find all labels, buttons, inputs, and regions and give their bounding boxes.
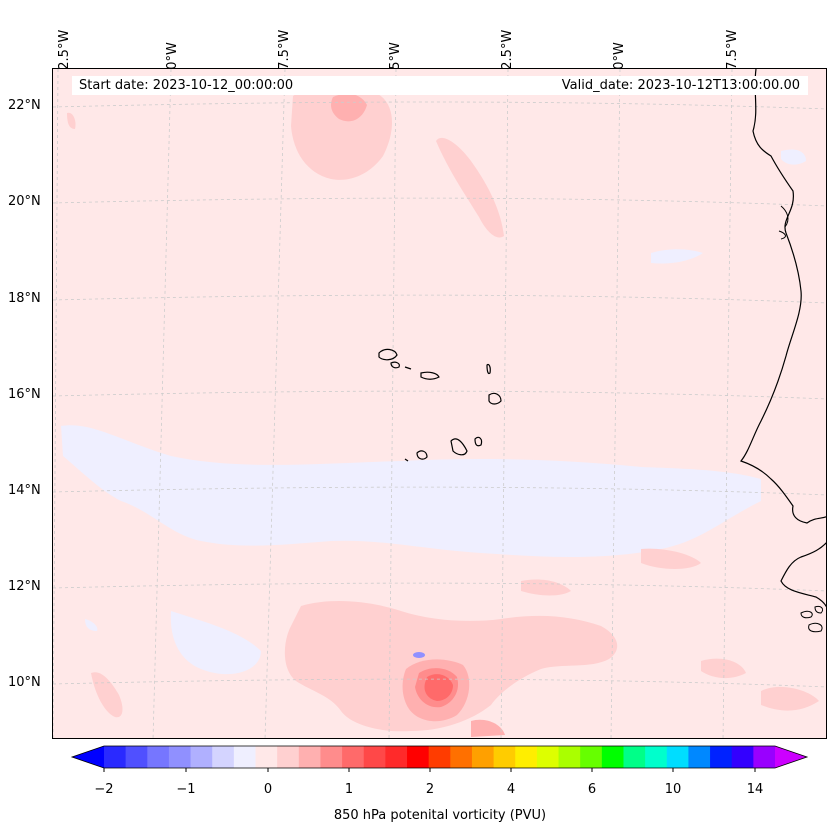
colorbar-segment <box>407 746 430 768</box>
colorbar-segment <box>450 746 473 768</box>
colorbar-tick-label: 6 <box>587 782 597 797</box>
bay-inlet <box>778 205 789 240</box>
colorbar-segment <box>125 746 148 768</box>
africa-coastline <box>739 69 826 524</box>
colorbar <box>70 745 809 772</box>
lat-label-12n: 12°N <box>8 579 41 594</box>
lat-label-18n: 18°N <box>8 291 41 306</box>
negative-pv-regions <box>61 149 806 675</box>
colorbar-segment <box>104 746 127 768</box>
colorbar-tick-label: −2 <box>94 782 114 797</box>
colorbar-segment <box>385 746 408 768</box>
graticule <box>53 69 826 738</box>
colorbar-segment <box>168 746 192 768</box>
colorbar-segment <box>666 746 689 768</box>
lat-label-16n: 16°N <box>8 387 41 402</box>
colorbar-segment <box>623 746 646 768</box>
colorbar-tick-label: 4 <box>506 782 516 797</box>
colorbar-segment <box>558 746 581 768</box>
colorbar-segment <box>342 746 365 768</box>
colorbar-segment <box>471 746 495 768</box>
colorbar-extend-max <box>775 746 807 768</box>
colorbar-segment <box>580 746 603 768</box>
bijagos-islands <box>800 606 824 633</box>
valid-date-label: Valid_date: 2023-10-12T13:00:00.00 <box>561 78 800 93</box>
colorbar-segments <box>70 745 809 769</box>
negative-pv-small-spot <box>413 652 425 658</box>
lat-label-20n: 20°N <box>8 194 41 209</box>
colorbar-extend-min <box>72 746 104 768</box>
colorbar-segment <box>233 746 257 768</box>
positive-pv-regions-core <box>424 674 453 701</box>
colorbar-segment <box>645 746 668 768</box>
cape-verde-islands <box>378 348 502 462</box>
colorbar-title: 850 hPa potenital vorticity (PVU) <box>333 808 547 823</box>
colorbar-segment <box>277 746 300 768</box>
colorbar-segment <box>212 746 235 768</box>
colorbar-segment <box>147 746 170 768</box>
colorbar-segment <box>428 746 451 768</box>
colorbar-segment <box>731 746 754 768</box>
colorbar-segment <box>601 746 624 768</box>
africa-coastline-south <box>780 542 826 608</box>
colorbar-segment <box>688 746 711 768</box>
colorbar-segment <box>710 746 733 768</box>
header-text-box <box>72 76 808 95</box>
positive-pv-regions-light <box>67 86 819 732</box>
colorbar-tick-label: −1 <box>176 782 196 797</box>
colorbar-tick-label: 0 <box>263 782 273 797</box>
colorbar-tick-marks <box>103 768 756 772</box>
start-date-label: Start date: 2023-10-12_00:00:00 <box>79 78 294 93</box>
colorbar-segment <box>255 746 278 768</box>
colorbar-tick-label: 14 <box>746 782 764 797</box>
colorbar-segment <box>320 746 343 768</box>
colorbar-tick-label: 1 <box>344 782 354 797</box>
lat-label-22n: 22°N <box>8 98 41 113</box>
map-area[interactable] <box>52 68 827 739</box>
colorbar-tick-label: 2 <box>425 782 435 797</box>
lat-label-14n: 14°N <box>8 483 41 498</box>
colorbar-segment <box>190 746 213 768</box>
colorbar-segment <box>298 746 321 768</box>
colorbar-segment <box>753 746 776 768</box>
colorbar-segment <box>363 746 386 768</box>
colorbar-tick-label: 10 <box>664 782 682 797</box>
lat-label-10n: 10°N <box>8 675 41 690</box>
colorbar-segment <box>493 746 516 768</box>
colorbar-segment <box>536 746 560 768</box>
colorbar-segment <box>515 746 538 768</box>
map-svg <box>53 69 826 738</box>
